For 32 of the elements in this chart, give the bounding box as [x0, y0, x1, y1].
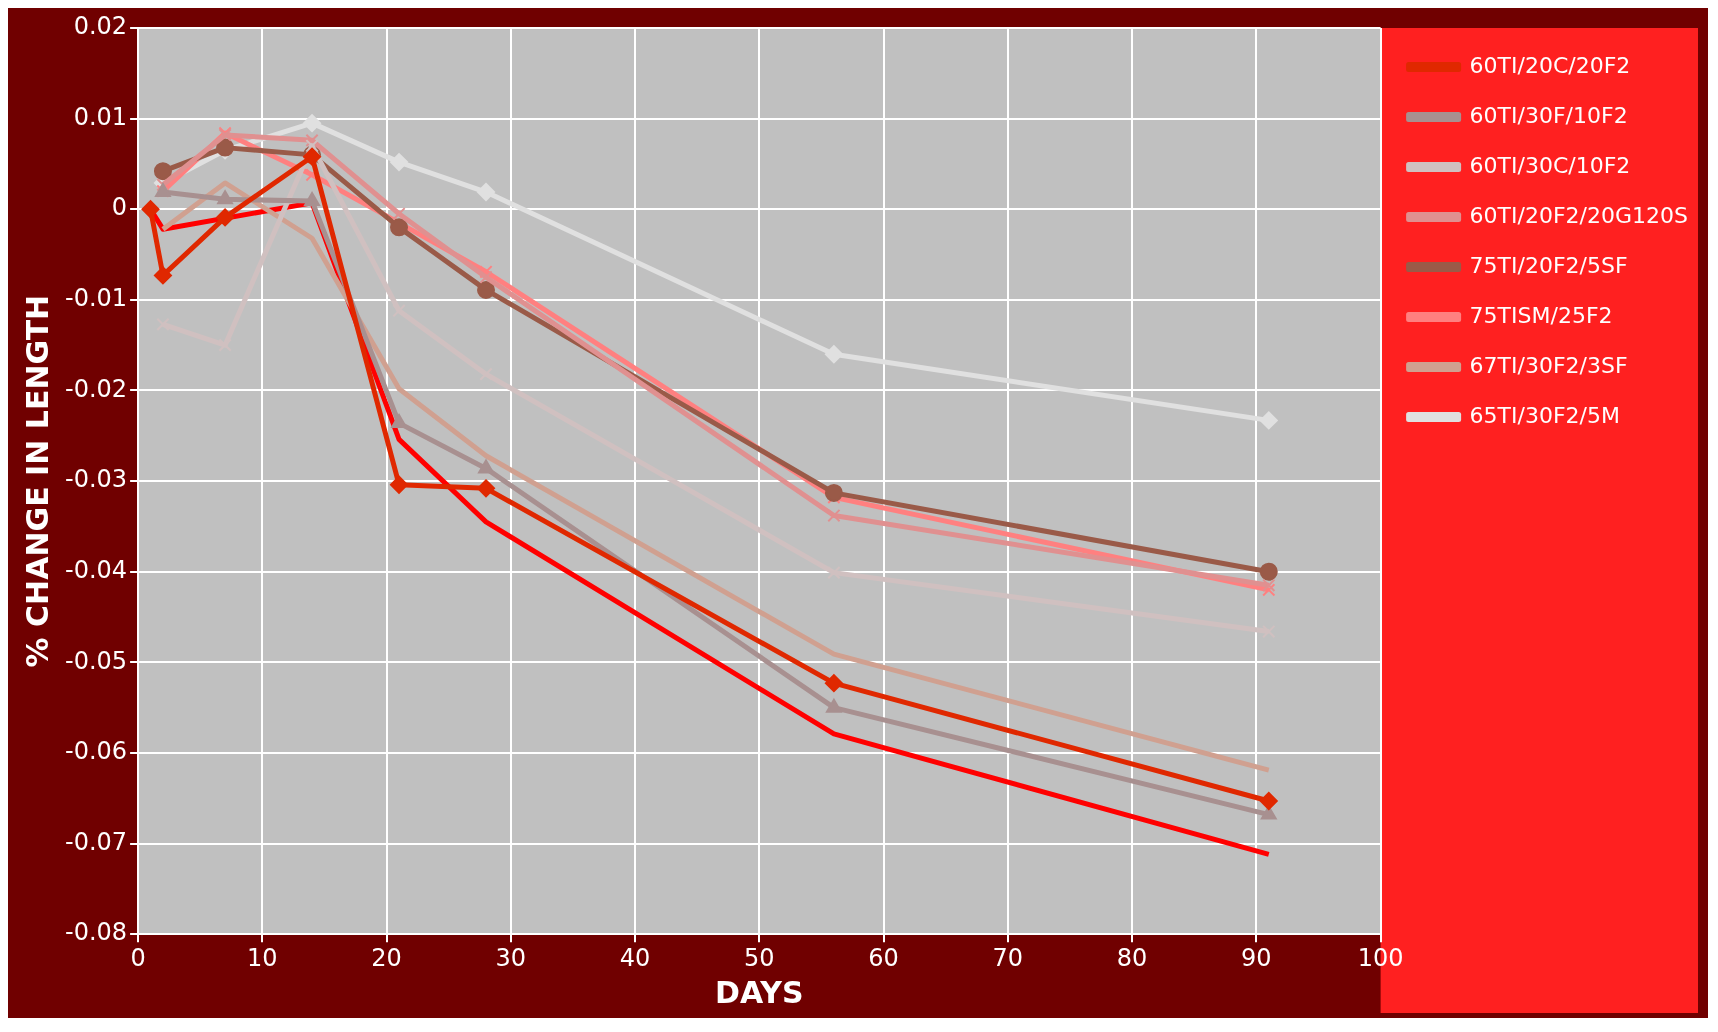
y-axis-title: % CHANGE IN LENGTH [19, 294, 55, 668]
x-tick-label: 100 [1357, 943, 1404, 972]
x-tick-label: 30 [495, 943, 527, 972]
legend-label: 65TI/30F2/5M [1469, 402, 1620, 428]
legend-label: 60TI/20C/20F2 [1469, 52, 1631, 78]
legend-label: 60TI/30C/10F2 [1469, 152, 1631, 178]
x-tick-label: 80 [1116, 943, 1148, 972]
y-tick-label: 0 [111, 193, 128, 222]
x-tick-label: 20 [371, 943, 402, 972]
y-tick-label: -0.06 [64, 737, 128, 766]
legend-label: 60TI/20F2/20G120S [1469, 202, 1688, 228]
y-tick-label: -0.08 [64, 918, 128, 947]
x-tick-label: 40 [619, 943, 651, 972]
x-axis-title: DAYS [715, 974, 804, 1010]
y-tick-label: -0.07 [64, 827, 128, 856]
y-tick-label: -0.01 [64, 284, 128, 313]
y-tick-label: -0.05 [64, 646, 128, 675]
legend-label: 75TISM/25F2 [1469, 302, 1613, 328]
x-tick-label: 50 [744, 943, 775, 972]
x-tick-label: 10 [247, 943, 278, 972]
x-tick-label: 60 [868, 943, 899, 972]
y-tick-label: -0.02 [64, 374, 128, 403]
x-tick-label: 0 [130, 943, 146, 972]
y-tick-label: 0.01 [73, 102, 128, 131]
y-tick-label: -0.03 [64, 465, 128, 494]
legend-label: 60TI/30F/10F2 [1469, 102, 1628, 128]
legend-label: 67TI/30F2/3SF [1469, 352, 1628, 378]
legend-label: 75TI/20F2/5SF [1469, 252, 1628, 278]
y-tick-label: 0.02 [73, 12, 128, 41]
y-tick-label: -0.04 [64, 555, 128, 584]
x-tick-label: 90 [1241, 943, 1272, 972]
x-tick-label: 70 [992, 943, 1024, 972]
